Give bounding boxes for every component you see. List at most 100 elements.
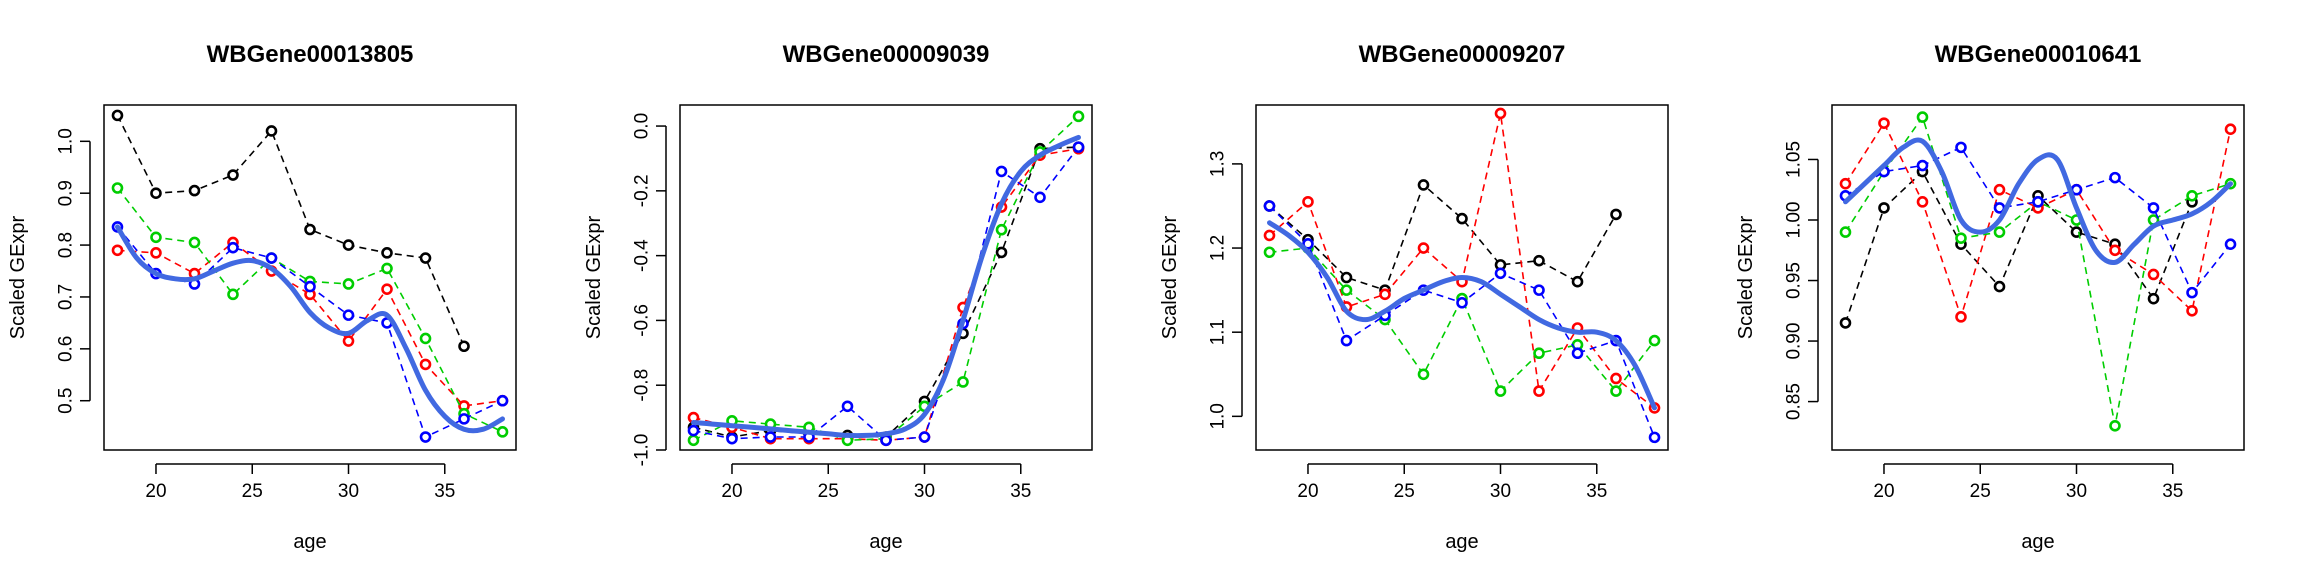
data-point [995,223,1008,236]
y-tick-label: 0.5 [56,388,77,414]
y-axis-label: Scaled GExpr [1735,215,1757,339]
data-point [419,252,432,264]
series-3 [687,110,1085,447]
chart-title: WBGene00010641 [1935,41,2142,68]
y-axis-label: Scaled GExpr [583,215,605,339]
data-point [342,239,355,251]
data-point [1072,141,1085,153]
data-point [1878,117,1890,129]
data-point [496,394,509,407]
data-point [1302,195,1314,208]
data-point [1456,212,1468,225]
data-point [304,223,316,236]
data-point [150,247,162,259]
x-tick-label: 35 [2162,481,2183,502]
x-tick-label: 30 [1490,481,1511,502]
data-point [304,280,316,293]
data-point [687,434,700,447]
y-tick-label: 1.2 [1208,235,1229,261]
data-point [726,432,738,445]
y-tick-label: -0.8 [632,369,653,402]
y-tick-label: 1.0 [1208,403,1229,429]
data-point [1610,208,1622,221]
data-point [1916,196,1929,208]
plot-frame [103,104,517,451]
series-4 [1263,200,1661,444]
data-point [1648,334,1661,347]
data-point [841,400,854,413]
chart-title: WBGene00009207 [1359,41,1566,68]
data-point [111,109,124,122]
x-tick-label: 25 [818,481,839,502]
y-tick-label: 0.8 [56,232,77,258]
series-1 [1839,165,2198,329]
data-point [150,187,162,199]
data-point [1494,385,1507,397]
data-point [150,231,162,244]
data-point [342,309,355,321]
data-point [1533,347,1545,360]
x-tick-label: 20 [1873,481,1894,502]
series-2 [1839,117,2237,323]
x-axis-label: age [869,531,902,553]
series-line [1269,247,1656,393]
data-point [1610,372,1622,385]
y-tick-label: 0.85 [1784,383,1805,420]
y-tick-label: 0.7 [56,284,77,310]
y-tick-label: 1.00 [1784,202,1805,239]
y-tick-label: -1.0 [632,434,653,467]
x-axis-label: age [2021,531,2054,553]
x-axis: 20 25 30 35 [1297,463,1607,502]
plot-frame [679,104,1093,451]
series-line [1268,113,1655,409]
data-point [1034,191,1046,204]
x-axis: 20 25 30 35 [1873,463,2183,502]
smooth-trend-line [691,134,1081,439]
data-point [227,169,239,181]
data-point [419,358,432,371]
data-point [1955,232,1967,244]
data-point [342,278,355,290]
data-point [2109,419,2121,432]
data-point [1878,202,1890,214]
series-4 [111,221,509,443]
series-line [1845,146,2232,295]
series-2 [1263,107,1661,414]
series-line [1268,183,1617,292]
series-line [1844,115,2231,426]
series-3 [1263,242,1661,397]
y-tick-label: 1.05 [1784,141,1805,178]
series-1 [111,109,470,353]
data-point [2109,244,2121,257]
data-point [1494,267,1507,280]
data-point [2147,268,2160,281]
data-point [687,424,700,437]
x-tick-label: 35 [1586,481,1607,502]
data-point [1340,284,1353,296]
series-line [693,115,1080,442]
y-tick-label: 0.0 [632,113,653,139]
data-point [227,241,239,254]
chart-panel-2: WBGene00009039 20 25 30 35 age -1.0 -0.8 -0.6 -0.… [583,41,1093,553]
data-point [764,431,777,443]
data-point [1340,271,1353,284]
y-tick-label: 0.90 [1784,323,1805,360]
data-point [1533,385,1545,397]
series-line [1268,205,1656,438]
x-tick-label: 30 [338,481,359,502]
y-tick-label: 1.1 [1208,319,1229,345]
data-point [880,434,892,447]
x-tick-label: 25 [242,481,263,502]
data-point [1648,431,1661,444]
y-tick-label: 0.6 [56,336,77,362]
data-point [995,246,1008,259]
x-tick-label: 35 [434,481,455,502]
data-point [188,236,201,249]
y-axis: 1.0 1.1 1.2 1.3 [1208,151,1243,430]
data-point [2224,238,2237,251]
series-2 [111,236,509,412]
data-point [1916,111,1929,123]
data-point [227,288,239,301]
data-point [1533,254,1545,267]
series-line [117,241,503,407]
